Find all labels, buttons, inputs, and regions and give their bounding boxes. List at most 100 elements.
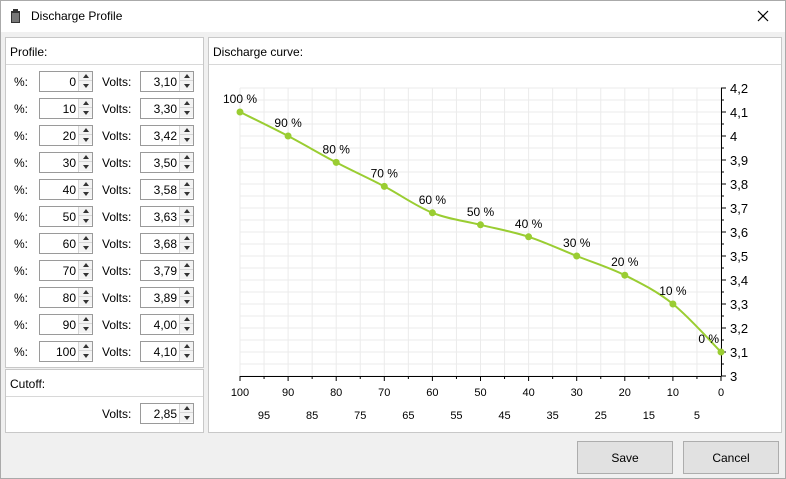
arrow-down-icon <box>183 218 190 223</box>
volts-spinbox[interactable]: 3,58 <box>140 179 194 200</box>
volts-spinbox[interactable]: 3,50 <box>140 152 194 173</box>
y-tick-label: 3,8 <box>730 177 748 192</box>
spin-up-button[interactable] <box>79 180 92 189</box>
cancel-button[interactable]: Cancel <box>683 441 779 474</box>
spin-down-button[interactable] <box>180 189 193 198</box>
y-tick-label: 4,1 <box>730 105 748 120</box>
spin-down-button[interactable] <box>79 351 92 360</box>
cutoff-volts-spinbox[interactable]: 2,85 <box>140 403 194 424</box>
y-tick-label: 4 <box>730 129 737 144</box>
spin-up-button[interactable] <box>79 315 92 324</box>
spin-down-button[interactable] <box>180 108 193 117</box>
arrow-up-icon <box>183 74 190 78</box>
volts-spinbox[interactable]: 3,10 <box>140 71 194 92</box>
arrow-up-icon <box>82 128 89 132</box>
spin-up-button[interactable] <box>180 207 193 216</box>
percent-spinbox[interactable]: 90 <box>39 314 93 335</box>
spin-down-button[interactable] <box>180 216 193 225</box>
spin-down-button[interactable] <box>79 162 92 171</box>
percent-spinbox[interactable]: 60 <box>39 233 93 254</box>
percent-label: %: <box>14 183 29 197</box>
spin-down-button[interactable] <box>180 324 193 333</box>
spin-down-button[interactable] <box>180 351 193 360</box>
volts-spinbox[interactable]: 3,68 <box>140 233 194 254</box>
percent-spinbox[interactable]: 70 <box>39 260 93 281</box>
data-point <box>236 108 244 116</box>
spin-up-button[interactable] <box>180 315 193 324</box>
x-tick-label: 10 <box>667 387 679 399</box>
spin-down-button[interactable] <box>180 135 193 144</box>
spin-up-button[interactable] <box>79 207 92 216</box>
spin-up-button[interactable] <box>79 234 92 243</box>
volts-spinbox[interactable]: 4,10 <box>140 341 194 362</box>
spin-up-button[interactable] <box>79 288 92 297</box>
spin-up-button[interactable] <box>79 99 92 108</box>
arrow-down-icon <box>183 137 190 142</box>
spin-down-button[interactable] <box>180 243 193 252</box>
x-minor-tick-label: 35 <box>547 410 559 422</box>
volts-spinbox[interactable]: 3,89 <box>140 287 194 308</box>
volts-spinbox[interactable]: 3,63 <box>140 206 194 227</box>
percent-spinbox[interactable]: 10 <box>39 98 93 119</box>
spin-up-button[interactable] <box>180 404 193 413</box>
spin-up-button[interactable] <box>180 72 193 81</box>
volts-label: Volts: <box>102 102 132 116</box>
spin-up-button[interactable] <box>79 126 92 135</box>
arrow-down-icon <box>183 245 190 250</box>
arrow-down-icon <box>82 137 89 142</box>
spin-down-button[interactable] <box>79 270 92 279</box>
percent-spinbox[interactable]: 50 <box>39 206 93 227</box>
volts-spinbox[interactable]: 3,42 <box>140 125 194 146</box>
percent-spinbox[interactable]: 20 <box>39 125 93 146</box>
spin-up-button[interactable] <box>79 153 92 162</box>
spin-down-button[interactable] <box>79 108 92 117</box>
spin-down-button[interactable] <box>79 243 92 252</box>
spin-down-button[interactable] <box>79 81 92 90</box>
spin-down-button[interactable] <box>180 270 193 279</box>
spin-down-button[interactable] <box>180 297 193 306</box>
volts-label: Volts: <box>102 291 132 305</box>
volts-label: Volts: <box>102 210 132 224</box>
percent-spinbox[interactable]: 40 <box>39 179 93 200</box>
spin-up-button[interactable] <box>180 288 193 297</box>
data-point <box>428 209 436 217</box>
spin-up-button[interactable] <box>180 99 193 108</box>
percent-spinbox[interactable]: 0 <box>39 71 93 92</box>
percent-spinbox[interactable]: 100 <box>39 341 93 362</box>
spin-down-button[interactable] <box>180 81 193 90</box>
volts-value: 3,63 <box>153 210 177 224</box>
spin-up-button[interactable] <box>180 126 193 135</box>
spin-up-button[interactable] <box>180 342 193 351</box>
spin-down-button[interactable] <box>180 162 193 171</box>
volts-label: Volts: <box>102 345 132 359</box>
close-button[interactable] <box>741 1 785 31</box>
save-button[interactable]: Save <box>577 441 673 474</box>
volts-spinbox[interactable]: 3,30 <box>140 98 194 119</box>
spin-down-button[interactable] <box>79 189 92 198</box>
arrow-up-icon <box>183 155 190 159</box>
spin-up-button[interactable] <box>180 180 193 189</box>
volts-label: Volts: <box>102 237 132 251</box>
spin-down-button[interactable] <box>79 135 92 144</box>
percent-spinbox[interactable]: 30 <box>39 152 93 173</box>
arrow-down-icon <box>82 245 89 250</box>
data-point <box>332 158 340 166</box>
spin-up-button[interactable] <box>79 261 92 270</box>
spin-down-button[interactable] <box>79 216 92 225</box>
arrow-down-icon <box>183 191 190 196</box>
x-tick-label: 50 <box>474 387 486 399</box>
spin-up-button[interactable] <box>180 261 193 270</box>
arrow-up-icon <box>183 317 190 321</box>
spin-up-button[interactable] <box>180 234 193 243</box>
x-tick-label: 40 <box>522 387 534 399</box>
data-label: 10 % <box>659 284 687 298</box>
spin-up-button[interactable] <box>79 342 92 351</box>
spin-up-button[interactable] <box>79 72 92 81</box>
spin-down-button[interactable] <box>79 324 92 333</box>
percent-spinbox[interactable]: 80 <box>39 287 93 308</box>
spin-up-button[interactable] <box>180 153 193 162</box>
spin-down-button[interactable] <box>79 297 92 306</box>
volts-spinbox[interactable]: 4,00 <box>140 314 194 335</box>
spin-down-button[interactable] <box>180 413 193 422</box>
volts-spinbox[interactable]: 3,79 <box>140 260 194 281</box>
